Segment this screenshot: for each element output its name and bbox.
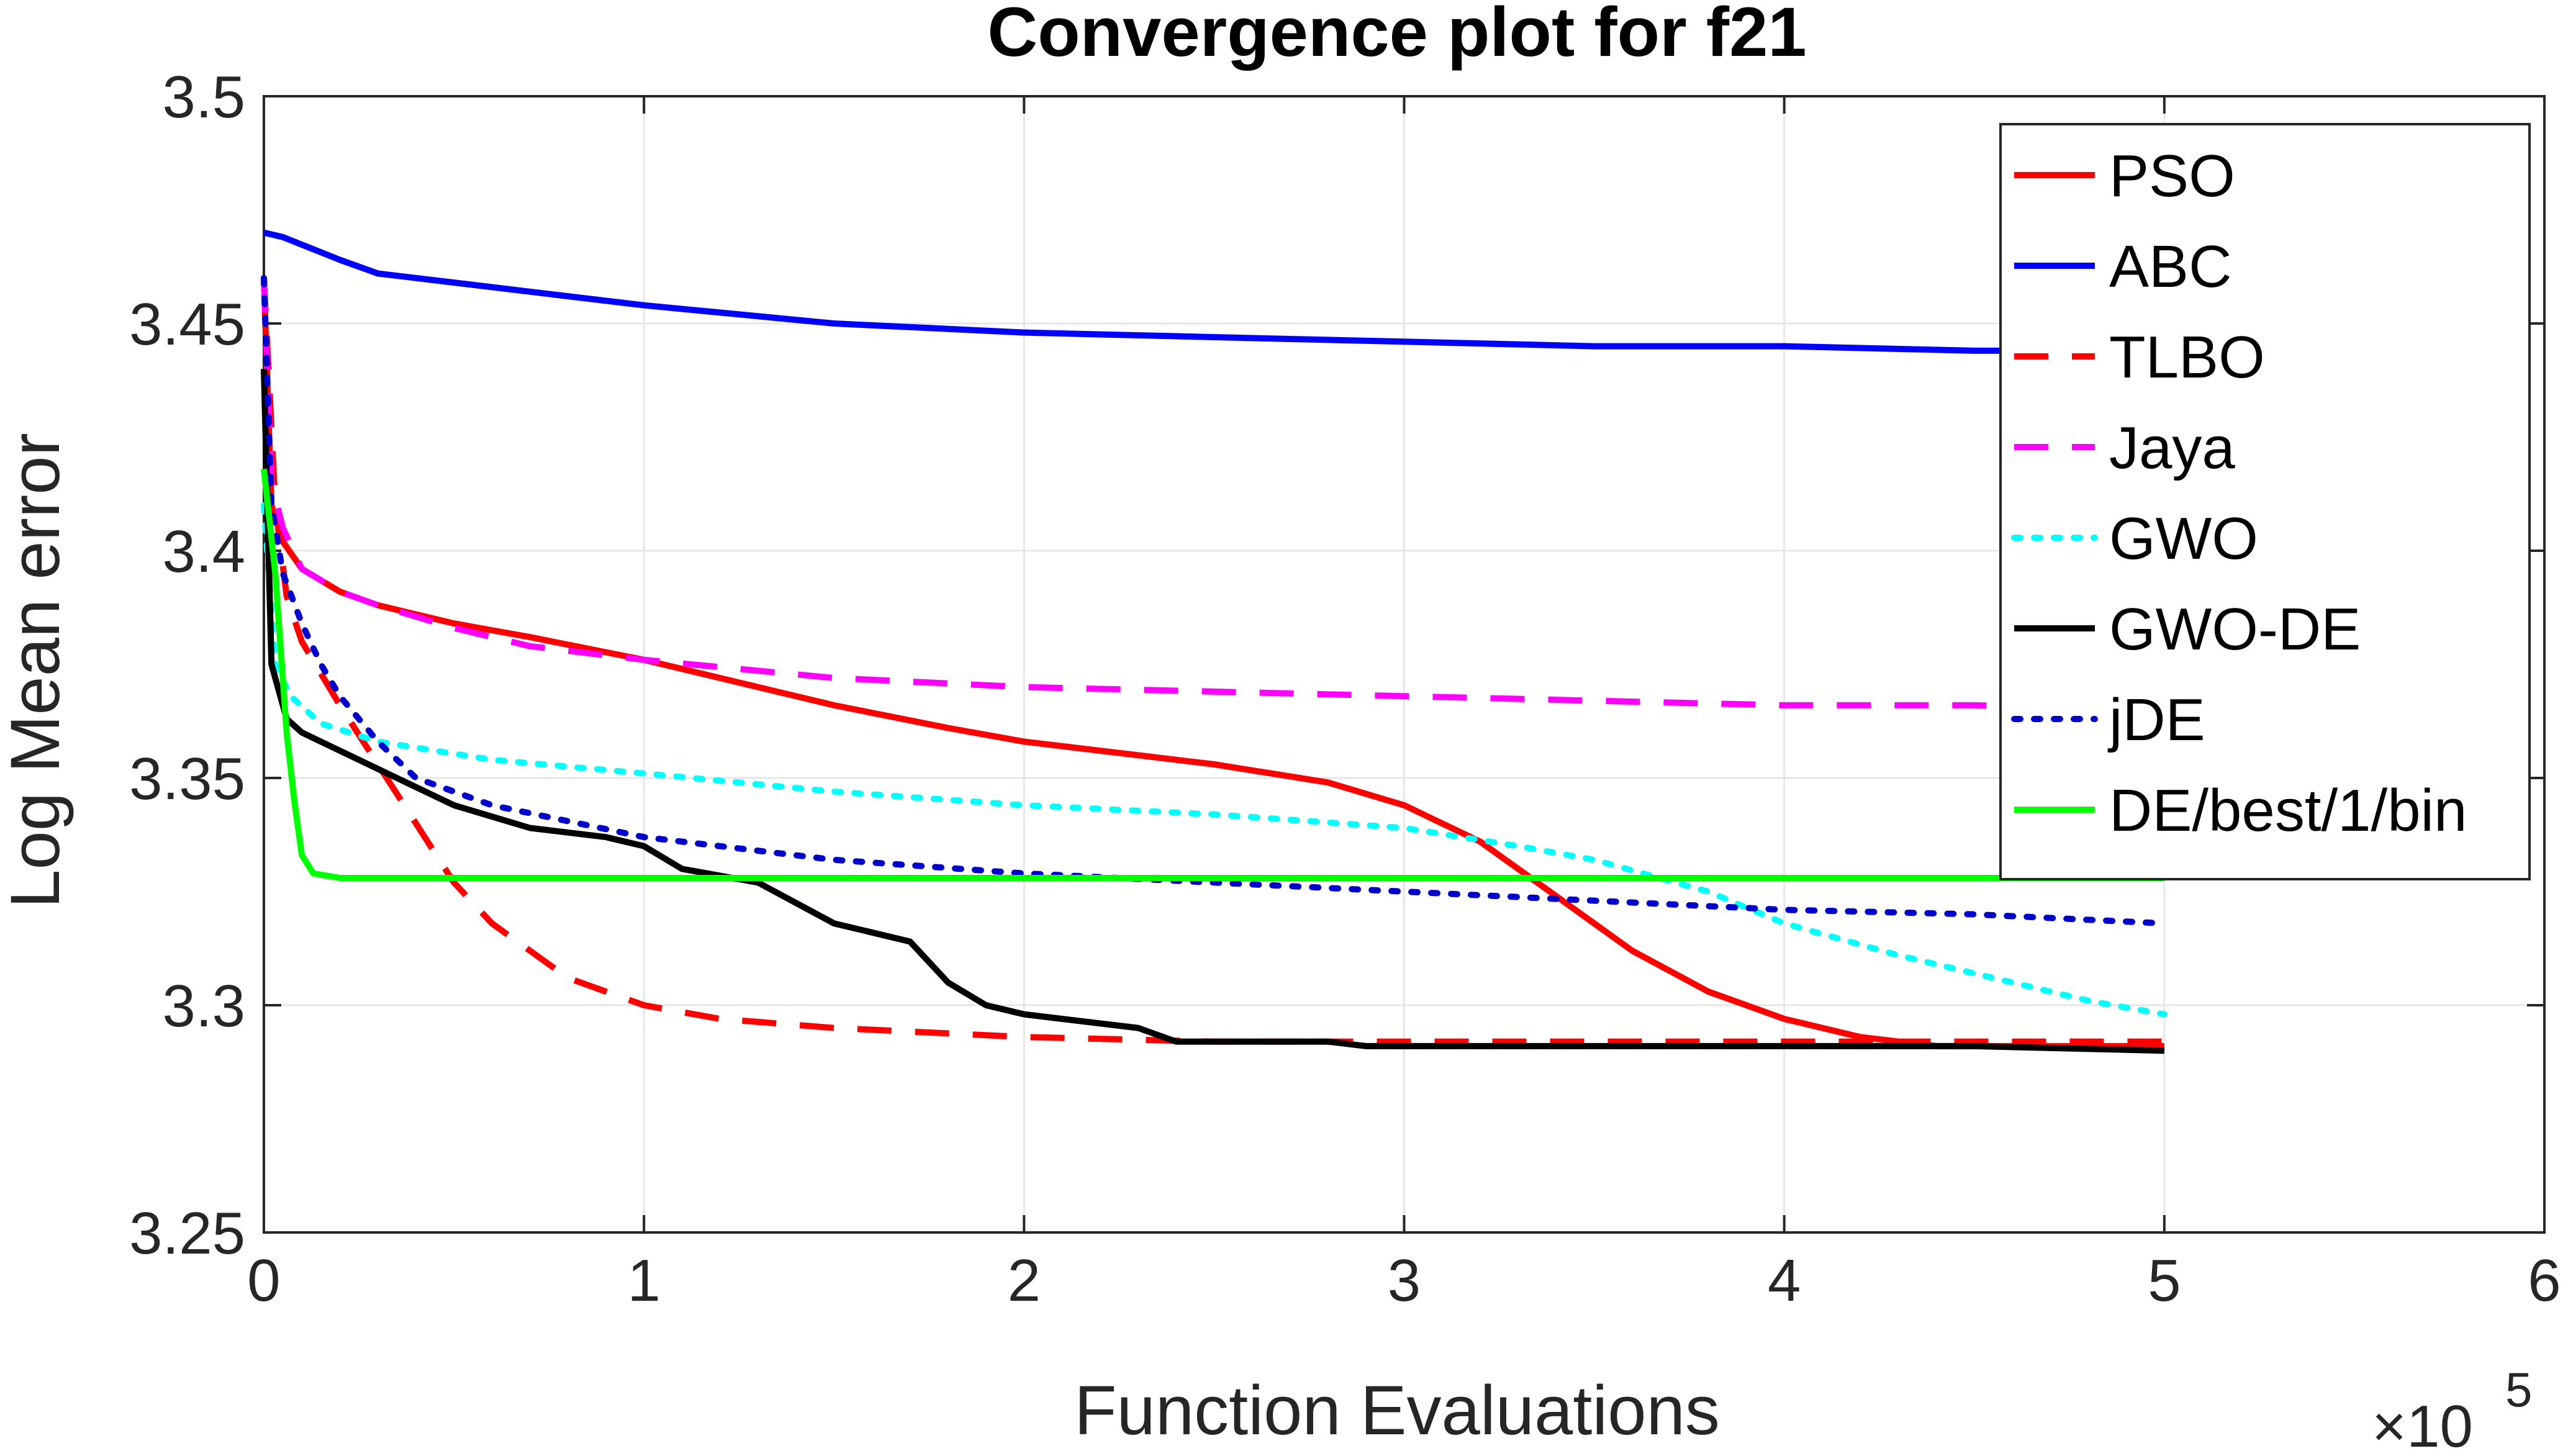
x-exponent-power: 5 — [2505, 1362, 2532, 1417]
x-tick-label: 5 — [2148, 1247, 2181, 1314]
y-tick-label: 3.5 — [163, 64, 245, 130]
x-exponent-base: ×10 — [2372, 1393, 2473, 1456]
legend-label: TLBO — [2109, 324, 2265, 391]
legend-label: jDE — [2107, 687, 2205, 753]
x-tick-label: 0 — [247, 1247, 280, 1314]
y-tick-label: 3.4 — [163, 518, 245, 585]
series-line-tlbo — [261, 278, 2164, 1045]
axis-ticks: 0 1 2 3 4 5 6 3.25 3.3 3.35 3.4 3.45 3.5 — [129, 64, 2561, 1314]
x-tick-label: 1 — [627, 1247, 660, 1314]
legend-box — [1999, 123, 2531, 880]
y-tick-label: 3.25 — [129, 1200, 245, 1267]
y-tick-label: 3.35 — [129, 746, 245, 812]
y-tick-label: 3.45 — [129, 291, 245, 358]
x-tick-label: 2 — [1008, 1247, 1041, 1314]
x-exponent: ×10 5 — [2372, 1362, 2532, 1456]
series-line-gwo-de — [261, 369, 2164, 1054]
x-tick-label: 4 — [1768, 1247, 1801, 1314]
x-tick-label: 3 — [1388, 1247, 1421, 1314]
legend-label: ABC — [2109, 233, 2231, 300]
legend-label: GWO — [2109, 505, 2258, 572]
series-line-jde — [261, 274, 2168, 927]
legend: PSO ABC TLBO Jaya GWO GWO-DE jDE DE/best/1/bin — [1999, 123, 2531, 880]
series-line-gwo — [261, 502, 2168, 1018]
legend-label: GWO-DE — [2109, 596, 2361, 662]
series-line-abc — [263, 229, 2164, 354]
legend-label: PSO — [2109, 143, 2235, 209]
legend-label: DE/best/1/bin — [2109, 777, 2467, 844]
legend-label: Jaya — [2109, 415, 2235, 481]
series-lines — [261, 229, 2168, 1054]
x-tick-label: 6 — [2528, 1247, 2561, 1314]
x-axis-label: Function Evaluations — [1074, 1372, 1720, 1449]
series-line-de-best-1-bin — [261, 468, 2164, 881]
y-axis-label: Log Mean error — [0, 433, 74, 908]
chart-title: Convergence plot for f21 — [987, 0, 1806, 71]
y-tick-label: 3.3 — [163, 973, 245, 1039]
series-line-jaya — [261, 278, 2164, 713]
